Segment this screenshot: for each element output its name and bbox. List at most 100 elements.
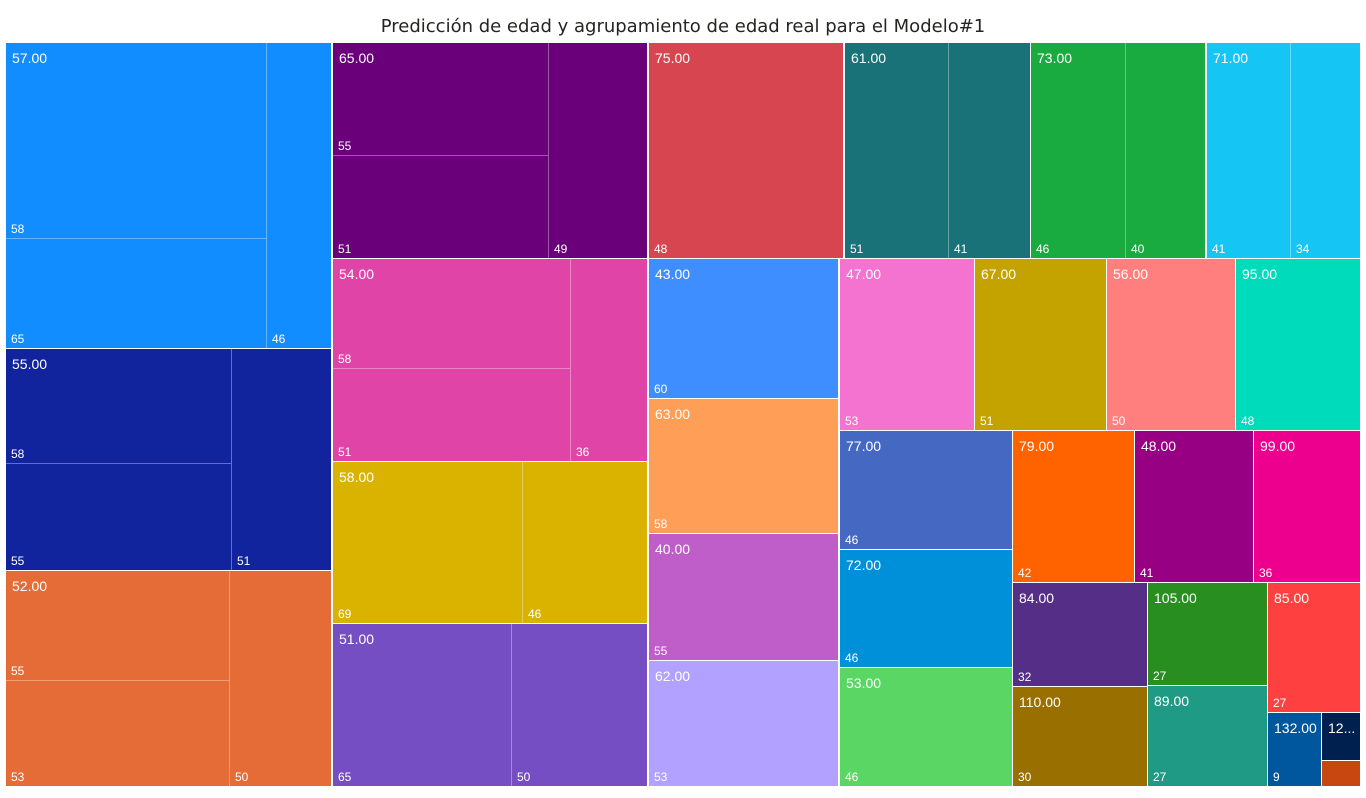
subtile-label: 30 [1018,770,1032,784]
treemap-subtile[interactable]: 65 [6,239,267,349]
treemap-group-tile[interactable]: 55 53 50 52.00 [6,571,332,787]
treemap-group-tile[interactable]: 36 99.00 [1254,431,1361,583]
treemap-subtile[interactable]: 51 [333,369,571,462]
treemap-subtile[interactable]: 55 [6,464,232,571]
treemap-subtile[interactable]: 51 [845,43,949,259]
treemap-subtile[interactable]: 36 [1254,431,1361,583]
treemap-group-tile[interactable]: 51 67.00 [975,259,1107,431]
treemap-group-tile[interactable]: 55 40.00 [649,534,839,661]
treemap-subtile[interactable]: 50 [1107,259,1236,431]
treemap-subtile[interactable]: 55 [333,43,549,156]
treemap-group-tile[interactable]: 41 48.00 [1135,431,1254,583]
treemap-subtile[interactable]: 48 [1236,259,1361,431]
treemap-group-tile[interactable]: 27 105.00 [1148,583,1268,686]
treemap-subtile[interactable]: 58 [6,43,267,239]
treemap-subtile[interactable]: 53 [840,259,975,431]
subtile-label: 58 [338,352,352,366]
treemap-subtile[interactable]: 9 [1268,713,1322,787]
group-label: 54.00 [339,266,375,282]
treemap-subtile[interactable]: 58 [333,259,571,369]
treemap-subtile[interactable]: 60 [649,259,839,399]
treemap-subtile[interactable]: 46 [523,462,648,624]
subtile-label: 27 [1153,770,1167,784]
subtile-label: 65 [338,770,352,784]
treemap-group-tile[interactable]: 46 40 73.00 [1031,43,1206,259]
treemap-group-tile[interactable]: 58 65 46 57.00 [6,43,332,349]
treemap-subtile[interactable]: 41 [1135,431,1254,583]
subtile-label: 46 [845,533,859,547]
treemap-subtile[interactable]: 48 [649,43,844,259]
subtile-label: 48 [654,242,668,256]
treemap-group-tile[interactable] [1322,761,1361,787]
treemap-subtile[interactable]: 58 [6,349,232,464]
subtile-label: 65 [11,332,25,346]
treemap-subtile[interactable]: 49 [549,43,648,259]
treemap-subtile[interactable]: 51 [333,156,549,259]
treemap-subtile[interactable]: 50 [230,571,332,787]
subtile-label: 27 [1273,696,1287,710]
treemap-group-tile[interactable]: 46 53.00 [840,668,1013,787]
treemap-group-tile[interactable]: 48 75.00 [649,43,844,259]
treemap-subtile[interactable]: 40 [1126,43,1206,259]
treemap-group-tile[interactable]: 9 132.00 [1268,713,1322,787]
treemap-subtile[interactable]: 69 [333,462,523,624]
group-label: 40.00 [655,541,691,557]
group-label: 77.00 [846,438,882,454]
treemap-subtile[interactable]: 58 [649,399,839,534]
treemap-group-tile[interactable]: 51 41 61.00 [845,43,1031,259]
treemap-subtile[interactable]: 32 [1013,583,1148,687]
treemap-subtile[interactable]: 27 [1148,686,1268,787]
treemap-group-tile[interactable]: 30 110.00 [1013,687,1148,787]
subtile-label: 27 [1153,669,1167,683]
treemap-group-tile[interactable]: 41 34 71.00 [1207,43,1361,259]
subtile-label: 42 [1018,566,1032,580]
treemap-subtile[interactable]: 46 [840,668,1013,787]
treemap-group-tile[interactable]: 48 95.00 [1236,259,1361,431]
group-label: 132.00 [1274,720,1317,736]
treemap-subtile[interactable]: 46 [840,431,1013,550]
treemap-subtile[interactable]: 55 [649,534,839,661]
treemap-subtile[interactable]: 53 [649,661,839,787]
treemap-group-tile[interactable]: 60 43.00 [649,259,839,399]
treemap-group-tile[interactable]: 53 62.00 [649,661,839,787]
treemap-group-tile[interactable]: 12... [1322,713,1361,761]
treemap-subtile[interactable]: 65 [333,624,512,787]
group-label: 12... [1328,720,1356,736]
treemap-group-tile[interactable]: 46 77.00 [840,431,1013,550]
treemap-subtile[interactable]: 53 [6,681,230,787]
treemap-group-tile[interactable]: 46 72.00 [840,550,1013,668]
treemap-group-tile[interactable]: 55 51 49 65.00 [333,43,648,259]
treemap-group-tile[interactable]: 27 89.00 [1148,686,1268,787]
treemap-group-tile[interactable]: 27 85.00 [1268,583,1361,713]
treemap-group-tile[interactable]: 32 84.00 [1013,583,1148,687]
treemap-subtile[interactable]: 27 [1148,583,1268,686]
treemap-subtile[interactable]: 34 [1291,43,1361,259]
treemap-subtile[interactable]: 27 [1268,583,1361,713]
treemap-group-tile[interactable]: 42 79.00 [1013,431,1135,583]
treemap-group-tile[interactable]: 58 55 51 55.00 [6,349,332,571]
treemap-subtile[interactable]: 41 [949,43,1031,259]
treemap-subtile[interactable]: 46 [840,550,1013,668]
treemap-subtile[interactable]: 46 [1031,43,1126,259]
treemap-subtile[interactable]: 30 [1013,687,1148,787]
treemap-subtile[interactable]: 41 [1207,43,1291,259]
subtile-label: 46 [845,770,859,784]
treemap-subtile[interactable]: 55 [6,571,230,681]
treemap-subtile[interactable]: 42 [1013,431,1135,583]
treemap-subtile[interactable]: 36 [571,259,648,462]
subtile-label: 40 [1131,242,1145,256]
subtile-label: 53 [11,770,25,784]
treemap-group-tile[interactable]: 58 63.00 [649,399,839,534]
treemap-group-tile[interactable]: 69 46 58.00 [333,462,648,624]
treemap-subtile[interactable]: 51 [975,259,1107,431]
treemap-group-tile[interactable]: 65 50 51.00 [333,624,648,787]
subtile-label: 51 [338,445,352,459]
treemap-subtile[interactable]: 46 [267,43,332,349]
treemap-group-tile[interactable]: 53 47.00 [840,259,975,431]
group-label: 63.00 [655,406,691,422]
treemap-subtile[interactable]: 50 [512,624,648,787]
treemap-group-tile[interactable]: 58 51 36 54.00 [333,259,648,462]
treemap-subtile[interactable]: 51 [232,349,332,571]
subtile-label: 51 [338,242,352,256]
treemap-group-tile[interactable]: 50 56.00 [1107,259,1236,431]
